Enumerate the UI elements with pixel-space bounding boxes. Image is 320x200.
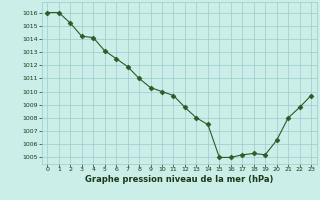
X-axis label: Graphe pression niveau de la mer (hPa): Graphe pression niveau de la mer (hPa): [85, 175, 273, 184]
